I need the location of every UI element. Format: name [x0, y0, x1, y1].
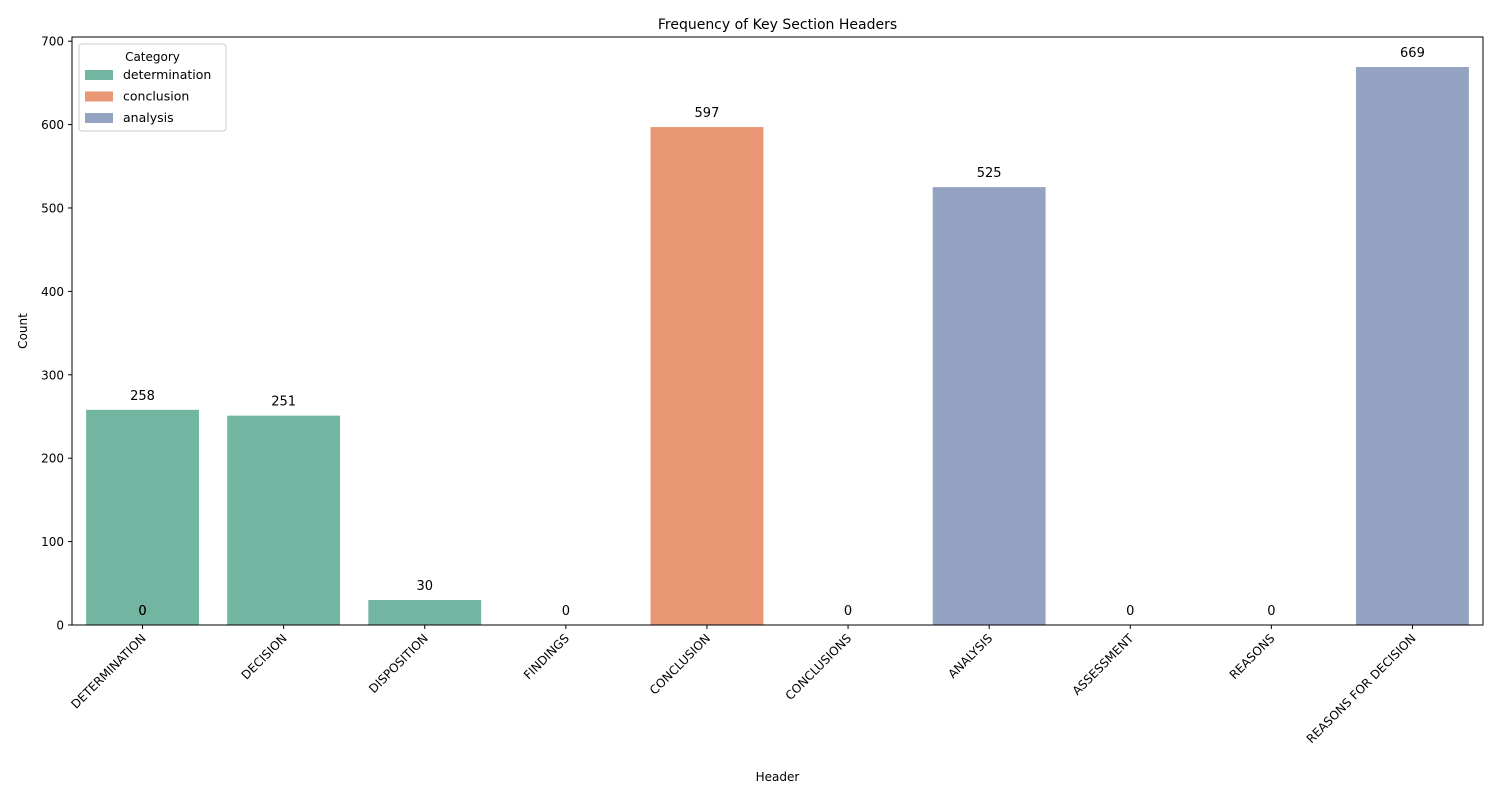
- y-axis-label: Count: [16, 313, 30, 349]
- data-label: 525: [977, 166, 1002, 181]
- y-tick-label: 700: [41, 35, 64, 49]
- plot-frame: [71, 36, 1484, 626]
- data-label: 0: [138, 604, 146, 619]
- legend-label-conclusion: conclusion: [123, 89, 189, 104]
- y-tick-label: 600: [41, 118, 64, 132]
- data-label: 0: [138, 604, 146, 619]
- data-label: 597: [695, 106, 720, 121]
- bar-determination: [86, 409, 199, 625]
- data-label: 0: [1126, 604, 1134, 619]
- data-label: 0: [1267, 604, 1275, 619]
- legend-label-determination: determination: [123, 67, 211, 82]
- y-tick-label: 100: [41, 535, 64, 549]
- bar-reasons-for-decision: [1356, 67, 1469, 626]
- legend-title: Category: [125, 50, 180, 64]
- y-tick-label: 0: [56, 619, 64, 633]
- y-tick-label: 400: [41, 285, 64, 299]
- bar-conclusion: [650, 127, 764, 625]
- bar-disposition: [368, 599, 482, 625]
- data-label: 0: [844, 604, 852, 619]
- data-label: 251: [271, 395, 296, 410]
- data-label: 0: [562, 604, 570, 619]
- chart-title: Frequency of Key Section Headers: [658, 17, 897, 33]
- x-axis-label: Header: [756, 770, 800, 784]
- legend-swatch-determination: [85, 70, 113, 80]
- legend: Category determination conclusion analysis: [78, 43, 227, 132]
- legend-label-analysis: analysis: [123, 110, 174, 125]
- legend-box: [78, 43, 227, 132]
- y-tick-label: 200: [41, 452, 64, 466]
- bar-decision: [227, 415, 341, 625]
- legend-swatch-conclusion: [85, 91, 113, 102]
- data-label: 258: [130, 389, 155, 404]
- y-tick-label: 300: [41, 368, 64, 382]
- y-tick-label: 500: [41, 201, 64, 215]
- data-label: 30: [416, 579, 433, 594]
- legend-swatch-analysis: [85, 113, 113, 123]
- bar-analysis: [932, 187, 1046, 625]
- data-label: 669: [1400, 46, 1425, 61]
